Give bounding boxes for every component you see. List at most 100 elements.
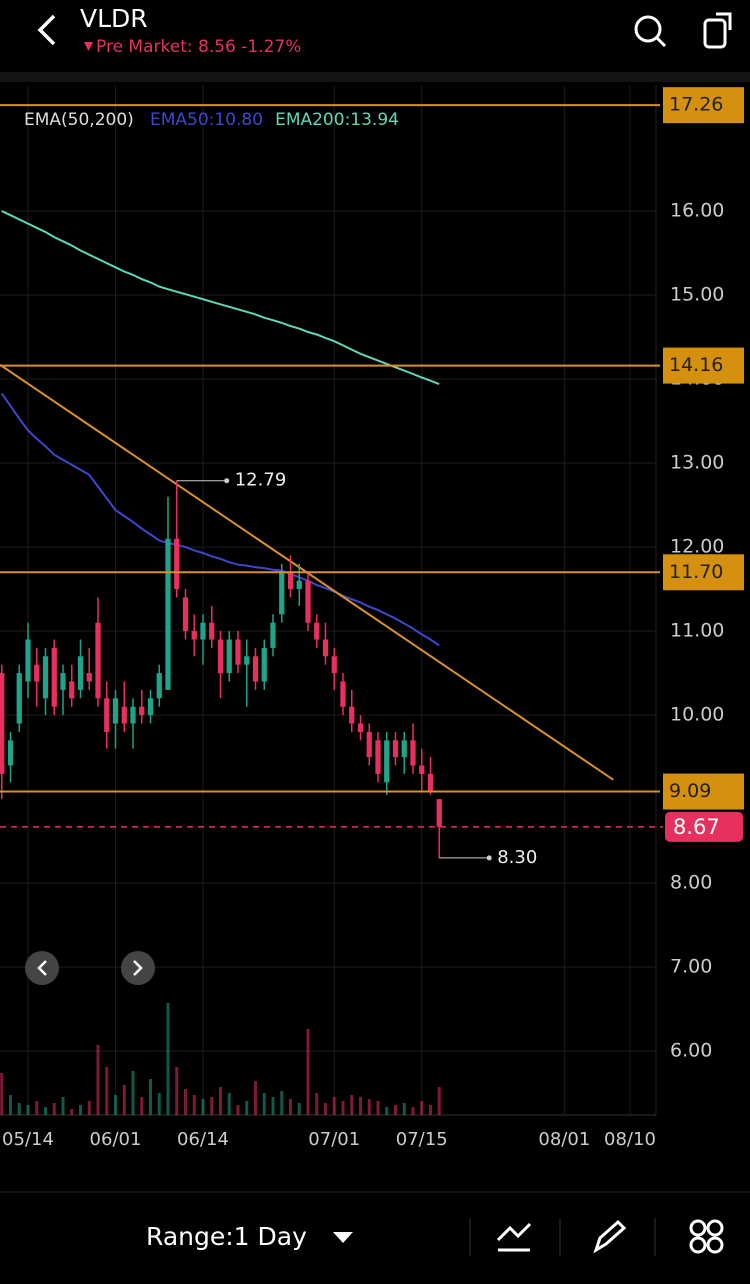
x-tick-label: 06/01 bbox=[90, 1129, 142, 1150]
volume-bar bbox=[105, 1067, 109, 1115]
volume-bar bbox=[376, 1101, 380, 1115]
back-button[interactable] bbox=[37, 14, 56, 46]
candle-body bbox=[340, 681, 346, 707]
volume-bar bbox=[280, 1091, 284, 1115]
layout-icon bbox=[689, 1219, 707, 1237]
ema-line bbox=[1, 210, 440, 386]
x-tick-label: 06/14 bbox=[177, 1129, 229, 1150]
volume-bar bbox=[44, 1107, 47, 1115]
candle-body bbox=[235, 639, 241, 665]
draw-button[interactable] bbox=[593, 1219, 627, 1254]
divider bbox=[0, 72, 750, 82]
volume-bar bbox=[61, 1097, 65, 1115]
candle-body bbox=[217, 639, 224, 674]
candle-body bbox=[34, 664, 40, 682]
callout-dot bbox=[224, 478, 230, 484]
nav-arrow bbox=[133, 960, 143, 976]
y-tick-label: 11.00 bbox=[670, 620, 724, 642]
candle-body bbox=[244, 656, 250, 665]
candle-body bbox=[86, 673, 92, 682]
x-tick-label: 07/15 bbox=[396, 1129, 448, 1150]
candle-body bbox=[314, 622, 320, 640]
volume-bar bbox=[245, 1101, 249, 1115]
candle-body bbox=[147, 698, 154, 716]
y-tick-label: 13.00 bbox=[670, 452, 724, 474]
volume-bar bbox=[437, 1087, 441, 1115]
candle-body bbox=[331, 656, 337, 674]
candle-body bbox=[252, 656, 259, 682]
level-label: 11.70 bbox=[669, 561, 723, 583]
indicator-button[interactable] bbox=[496, 1222, 532, 1252]
candle-body bbox=[77, 656, 84, 690]
ema-line bbox=[0, 392, 440, 647]
candle-body bbox=[191, 631, 197, 640]
candle-body bbox=[95, 622, 101, 699]
volume-bar bbox=[166, 1003, 170, 1115]
volume-bar bbox=[114, 1095, 117, 1115]
nav-circle bbox=[121, 951, 155, 985]
volume-bar bbox=[236, 1105, 240, 1115]
callout-dot bbox=[486, 855, 492, 861]
candle-body bbox=[7, 740, 14, 766]
volume-bar bbox=[289, 1099, 292, 1115]
candle-body bbox=[401, 740, 407, 758]
volume-bar bbox=[271, 1097, 275, 1115]
volume-bar bbox=[87, 1101, 91, 1115]
volume-bar bbox=[52, 1103, 56, 1115]
volume-bar bbox=[79, 1105, 82, 1115]
rotate-icon bbox=[716, 12, 732, 30]
candle-body bbox=[156, 673, 162, 699]
level-tag bbox=[663, 87, 744, 124]
search-button[interactable] bbox=[634, 15, 667, 48]
level-label: 9.09 bbox=[669, 780, 711, 802]
draw-icon bbox=[593, 1219, 627, 1254]
range-selector[interactable]: Range:1 Day bbox=[146, 1222, 353, 1251]
volume-bar bbox=[254, 1081, 257, 1115]
volume-bar bbox=[9, 1095, 12, 1115]
y-tick-label: 10.00 bbox=[670, 704, 724, 726]
volume-bar bbox=[122, 1085, 126, 1115]
rotate-button[interactable] bbox=[703, 12, 732, 49]
candle-body bbox=[287, 572, 294, 590]
next-button[interactable] bbox=[121, 951, 155, 985]
volume-bar bbox=[26, 1105, 30, 1115]
candle-body bbox=[305, 580, 311, 623]
layout-button[interactable] bbox=[689, 1219, 724, 1254]
down-indicator bbox=[84, 42, 93, 51]
x-tick-label: 07/01 bbox=[308, 1129, 360, 1150]
layout-icon bbox=[706, 1236, 724, 1254]
volume-bar bbox=[297, 1103, 301, 1115]
volume-bar bbox=[332, 1097, 336, 1115]
candle-body bbox=[200, 622, 206, 640]
candle-body bbox=[296, 580, 302, 590]
y-tick-label: 16.00 bbox=[670, 200, 724, 222]
volume-bar bbox=[192, 1095, 196, 1115]
candle-body bbox=[436, 799, 442, 827]
prev-button[interactable] bbox=[25, 951, 59, 985]
candle-body bbox=[51, 647, 57, 707]
candle-body bbox=[165, 538, 171, 690]
volume-bar bbox=[184, 1089, 187, 1115]
callout-label: 12.79 bbox=[235, 470, 287, 491]
x-tick-label: 08/10 bbox=[604, 1129, 656, 1150]
layout-icon bbox=[689, 1236, 707, 1254]
volume-bar bbox=[35, 1101, 39, 1115]
candle-body bbox=[174, 538, 180, 590]
candle-body bbox=[16, 673, 22, 724]
callout-label: 8.30 bbox=[497, 847, 537, 868]
volume-bar bbox=[96, 1045, 100, 1115]
candle-body bbox=[104, 698, 110, 732]
candle-body bbox=[139, 706, 145, 716]
y-tick-label: 7.00 bbox=[670, 956, 712, 978]
ticker: VLDR bbox=[80, 4, 148, 33]
candle-body bbox=[0, 673, 5, 774]
y-tick-label: 15.00 bbox=[670, 284, 724, 306]
volume-bar bbox=[411, 1107, 415, 1115]
volume-bar bbox=[0, 1073, 4, 1115]
x-tick-label: 08/01 bbox=[538, 1129, 590, 1150]
rotate-icon bbox=[703, 18, 727, 49]
volume-bar bbox=[324, 1103, 327, 1115]
volume-bar bbox=[140, 1097, 144, 1115]
volume-bar bbox=[210, 1097, 214, 1115]
